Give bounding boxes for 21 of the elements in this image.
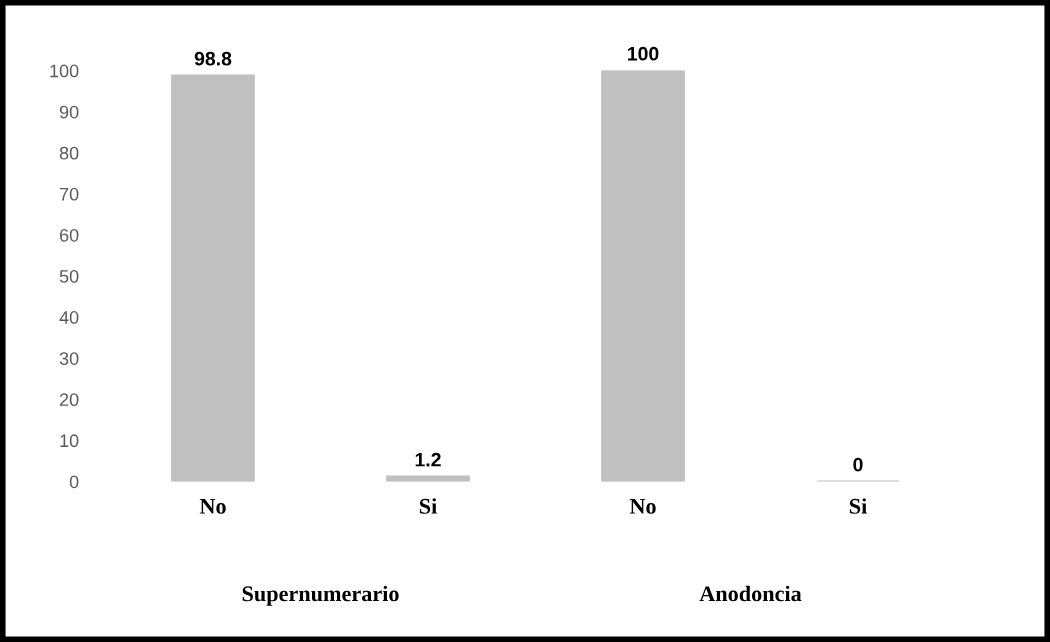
x-tick-label: No <box>199 499 226 514</box>
y-tick-label: 50 <box>59 269 79 283</box>
y-tick-label: 10 <box>60 434 79 448</box>
text: Supernumerario <box>242 585 399 606</box>
y-tick-label: 0 <box>69 475 79 489</box>
y-tick-label: 20 <box>59 393 79 407</box>
y-tick-label: 70 <box>59 187 79 201</box>
y-tick-label: 40 <box>59 311 79 324</box>
x-tick-label: Si <box>419 498 437 514</box>
data-label: 98.8 <box>194 51 232 66</box>
y-tick-label: 60 <box>59 228 79 242</box>
y-tick-label: 30 <box>59 352 79 365</box>
data-label: 0 <box>853 457 863 472</box>
x-tick-label: No <box>629 499 656 514</box>
y-tick-label: 100 <box>50 64 79 78</box>
data-label: 100 <box>628 46 659 61</box>
data-label: 1.2 <box>415 452 441 467</box>
y-tick-label: 90 <box>59 105 79 119</box>
y-tick-label: 80 <box>59 146 79 160</box>
x-tick-label: Si <box>849 498 867 514</box>
text: Anodoncia <box>699 585 802 602</box>
